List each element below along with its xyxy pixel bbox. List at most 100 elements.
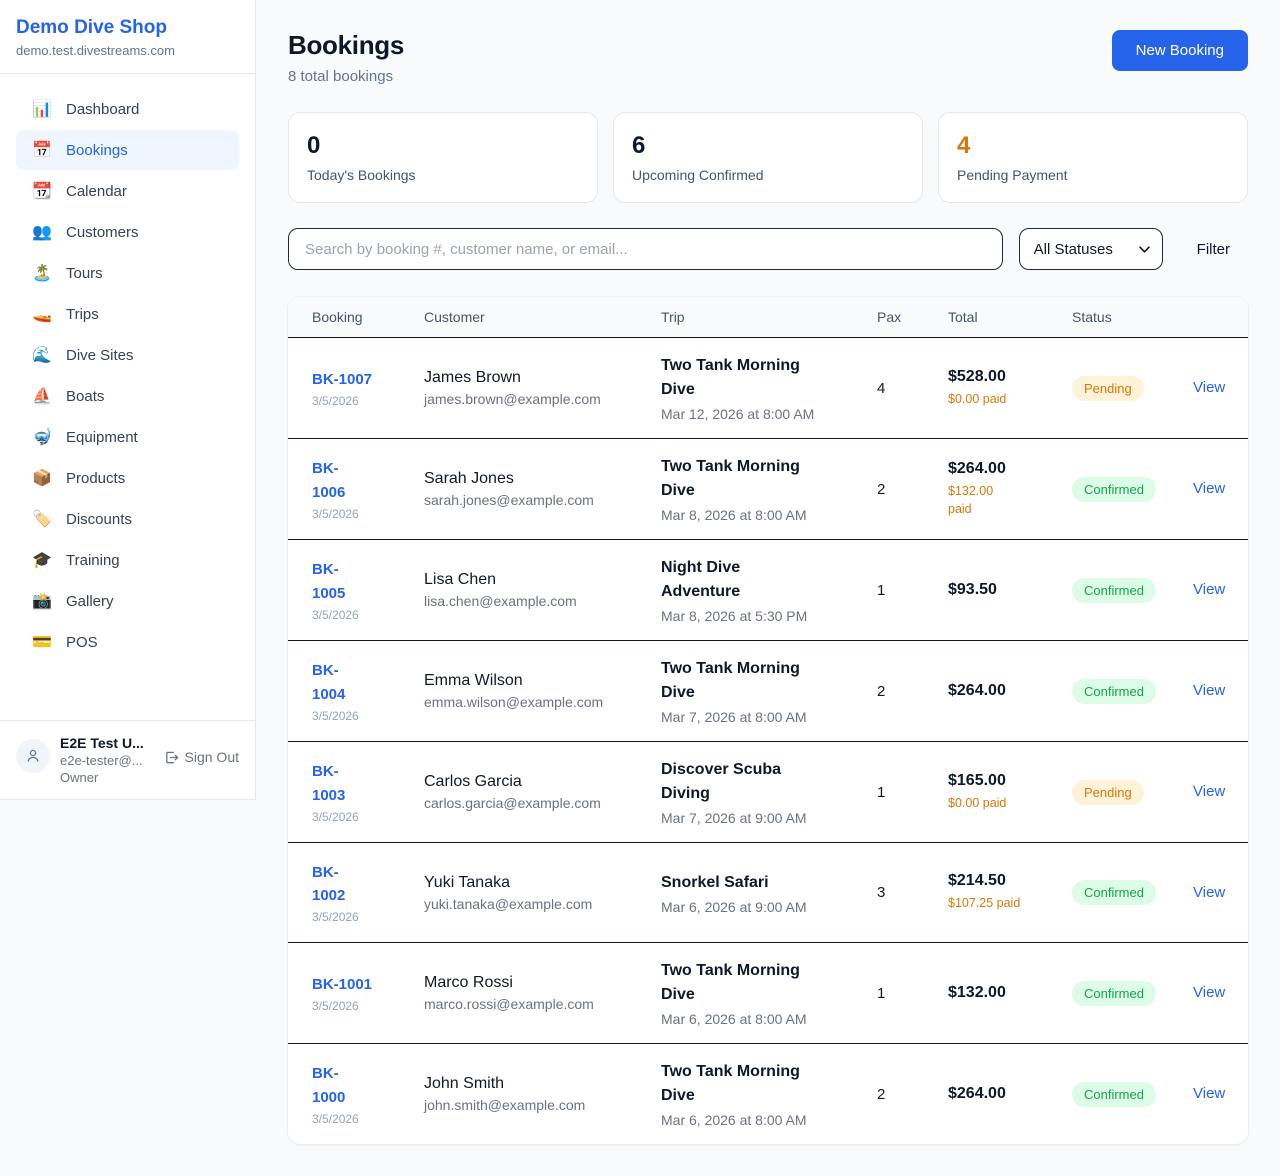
view-link[interactable]: View: [1193, 783, 1226, 800]
status-badge: Pending: [1072, 375, 1144, 401]
pax-count: 2: [877, 480, 886, 498]
customer-name: Lisa Chen: [424, 571, 497, 588]
sidebar: Demo Dive Shop demo.test.divestreams.com…: [0, 0, 256, 800]
chevron-down-icon: [1138, 245, 1150, 253]
trip-datetime: Mar 6, 2026 at 9:00 AM: [661, 898, 807, 915]
stats-row: 0 Today's Bookings 6 Upcoming Confirmed …: [288, 112, 1248, 203]
stat-card-upcoming-confirmed: 6 Upcoming Confirmed: [613, 112, 923, 203]
customer-email: john.smith@example.com: [424, 1097, 586, 1113]
view-link[interactable]: View: [1193, 984, 1226, 1001]
stat-value: 6: [632, 132, 646, 159]
view-link[interactable]: View: [1193, 883, 1226, 901]
booking-date: 3/5/2026: [312, 506, 359, 521]
sidebar-item-bookings[interactable]: 📅 Bookings: [16, 130, 239, 170]
customer-email: marco.rossi@example.com: [424, 996, 594, 1012]
booking-date: 3/5/2026: [312, 999, 359, 1014]
booking-date: 3/5/2026: [312, 809, 359, 824]
sidebar-item-boats[interactable]: ⛵ Boats: [16, 376, 239, 416]
total-amount: $528.00: [948, 367, 1006, 385]
trip-datetime: Mar 12, 2026 at 8:00 AM: [661, 406, 815, 422]
pax-count: 3: [877, 884, 886, 901]
people-icon: 👥: [32, 224, 52, 241]
total-amount: $165.00: [948, 771, 1006, 789]
sidebar-item-label: Dive Sites: [66, 346, 134, 364]
table-header-row: Booking Customer Trip Pax Total Status: [288, 297, 1248, 338]
booking-link[interactable]: BK-1000: [312, 1065, 352, 1105]
total-amount: $93.50: [948, 581, 997, 598]
page-title: Bookings: [288, 30, 405, 60]
sidebar-item-discounts[interactable]: 🏷️ Discounts: [16, 499, 239, 539]
sidebar-item-training[interactable]: 🎓 Training: [16, 540, 239, 580]
customer-name: James Brown: [424, 369, 521, 386]
trip-name: Night Dive Adventure: [661, 559, 741, 600]
total-amount: $132.00: [948, 984, 1006, 1001]
table-row: BK-1002 3/5/2026 Yuki Tanaka yuki.tanaka…: [288, 842, 1248, 942]
sidebar-item-tours[interactable]: 🏝️ Tours: [16, 253, 239, 293]
sidebar-item-pos[interactable]: 💳 POS: [16, 622, 239, 662]
view-link[interactable]: View: [1193, 682, 1226, 699]
trip-name: Discover Scuba Diving: [661, 761, 782, 802]
booking-link[interactable]: BK-1002: [312, 864, 352, 904]
column-header-pax: Pax: [877, 309, 902, 325]
customer-email: yuki.tanaka@example.com: [424, 895, 593, 912]
trip-name: Two Tank Morning Dive: [661, 357, 800, 398]
graduation-cap-icon: 🎓: [32, 552, 52, 569]
customer-name: Carlos Garcia: [424, 773, 522, 790]
view-link[interactable]: View: [1193, 1085, 1226, 1102]
customer-email: carlos.garcia@example.com: [424, 795, 601, 811]
trip-datetime: Mar 6, 2026 at 8:00 AM: [661, 1011, 807, 1027]
filter-button[interactable]: Filter: [1196, 240, 1230, 258]
customer-name: Emma Wilson: [424, 672, 523, 689]
trip-name: Two Tank Morning Dive: [661, 660, 800, 701]
tear-off-calendar-icon: 📆: [32, 183, 52, 200]
pax-count: 1: [877, 581, 886, 599]
shop-name: Demo Dive Shop: [16, 17, 167, 38]
booking-date: 3/5/2026: [312, 607, 359, 622]
sidebar-item-calendar[interactable]: 📆 Calendar: [16, 171, 239, 211]
booking-link[interactable]: BK-1001: [312, 976, 372, 993]
sidebar-item-label: Equipment: [66, 428, 138, 446]
table-row: BK-1003 3/5/2026 Carlos Garcia carlos.ga…: [288, 741, 1248, 842]
booking-link[interactable]: BK-1005: [312, 561, 352, 601]
sidebar-nav: 📊 Dashboard 📅 Bookings 📆 Calendar 👥 Cust…: [0, 74, 255, 663]
total-amount: $264.00: [948, 459, 1006, 477]
booking-link[interactable]: BK-1004: [312, 662, 352, 702]
search-input[interactable]: [288, 228, 1003, 270]
booking-link[interactable]: BK-1003: [312, 763, 352, 803]
stat-value: 0: [307, 132, 321, 159]
package-icon: 📦: [32, 470, 52, 487]
booking-date: 3/5/2026: [312, 1111, 359, 1126]
booking-id: BK-1002: [312, 863, 346, 904]
sidebar-item-label: Tours: [66, 264, 103, 282]
booking-link[interactable]: BK-1007: [312, 371, 372, 388]
avatar: [16, 739, 50, 773]
shop-domain: demo.test.divestreams.com: [16, 43, 175, 58]
status-filter-select[interactable]: All Statuses: [1018, 228, 1163, 270]
booking-link[interactable]: BK-1006: [312, 460, 352, 500]
customer-email: emma.wilson@example.com: [424, 694, 604, 710]
sidebar-item-trips[interactable]: 🚤 Trips: [16, 294, 239, 334]
booking-date: 3/5/2026: [312, 708, 359, 723]
sidebar-item-gallery[interactable]: 📸 Gallery: [16, 581, 239, 621]
bookings-table: Booking Customer Trip Pax Total Status B…: [288, 297, 1248, 1144]
view-link[interactable]: View: [1193, 379, 1226, 396]
view-link[interactable]: View: [1193, 480, 1226, 497]
sidebar-item-equipment[interactable]: 🤿 Equipment: [16, 417, 239, 457]
booking-id: BK-1006: [312, 460, 346, 501]
tag-icon: 🏷️: [32, 511, 52, 528]
sidebar-item-dive-sites[interactable]: 🌊 Dive Sites: [16, 335, 239, 375]
customer-email: sarah.jones@example.com: [424, 492, 594, 508]
view-link[interactable]: View: [1193, 581, 1226, 598]
stat-card-todays-bookings: 0 Today's Bookings: [288, 112, 598, 203]
page-header: Bookings 8 total bookings New Booking: [288, 30, 1248, 85]
speedboat-icon: 🚤: [32, 306, 52, 323]
user-email: e2e-tester@...: [60, 753, 143, 768]
trip-name: Two Tank Morning Dive: [661, 962, 800, 1003]
sidebar-item-dashboard[interactable]: 📊 Dashboard: [16, 89, 239, 129]
sidebar-item-products[interactable]: 📦 Products: [16, 458, 239, 498]
sidebar-item-customers[interactable]: 👥 Customers: [16, 212, 239, 252]
sign-out-button[interactable]: Sign Out: [164, 749, 239, 765]
trip-name: Snorkel Safari: [661, 873, 769, 891]
new-booking-button[interactable]: New Booking: [1111, 30, 1248, 71]
paid-amount: $107.25 paid: [948, 896, 1021, 911]
